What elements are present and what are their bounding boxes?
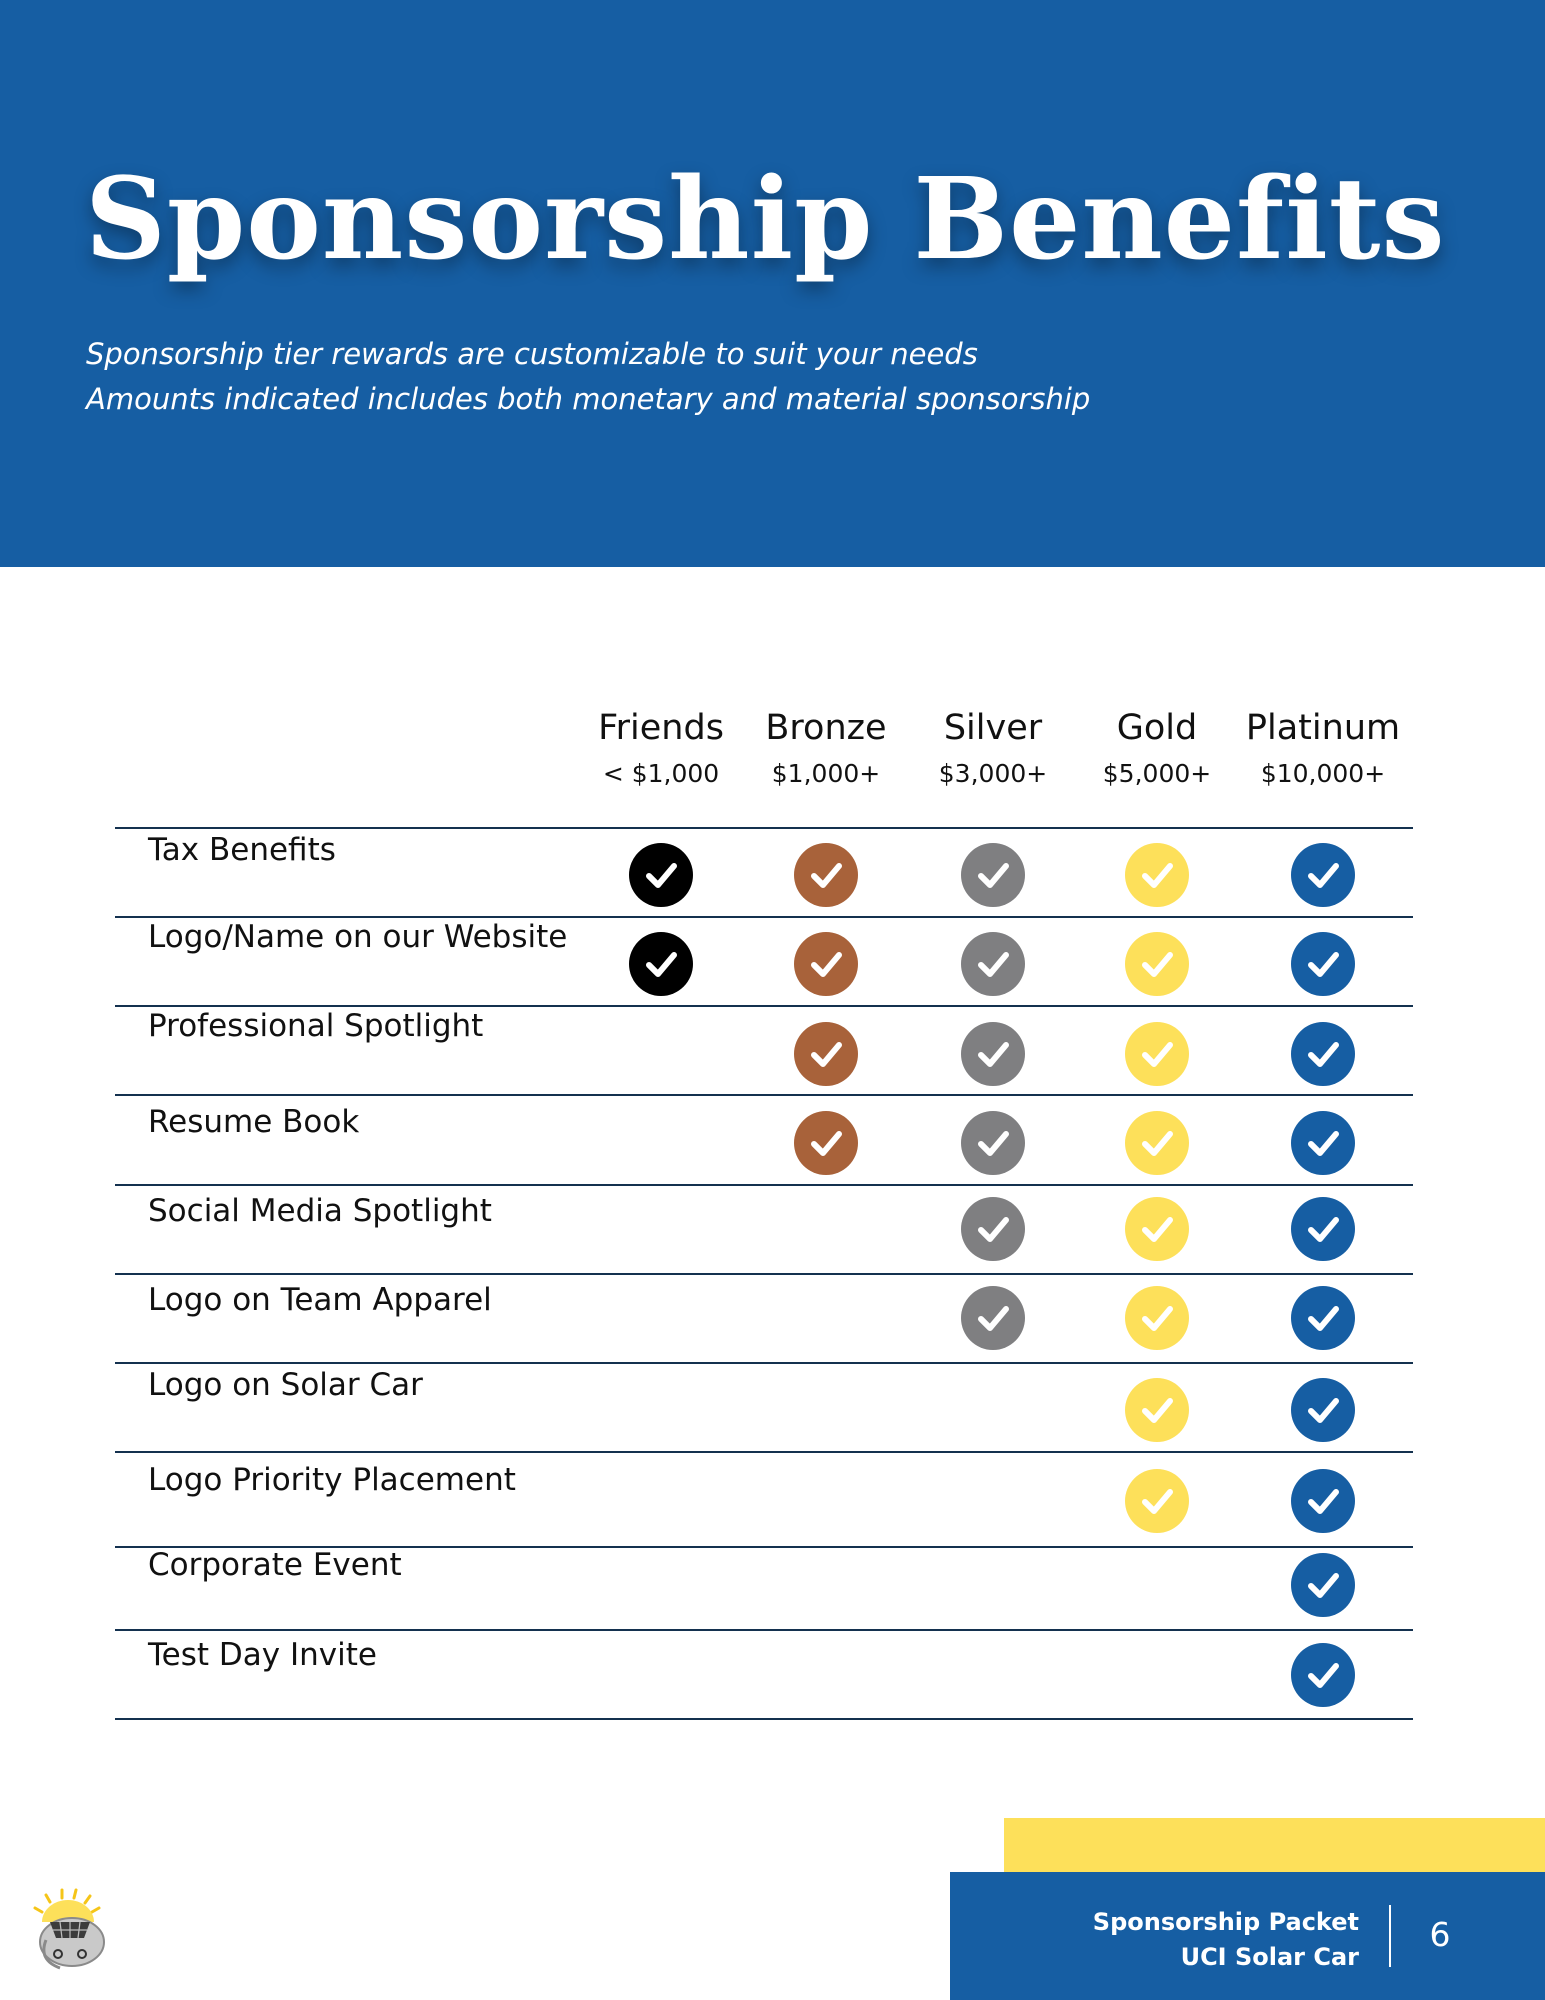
row-divider: [115, 1273, 1413, 1275]
footer-divider: [1389, 1905, 1391, 1967]
check-icon: [1291, 843, 1355, 907]
row-divider: [115, 1546, 1413, 1548]
benefit-label: Professional Spotlight: [148, 1008, 484, 1044]
tier-header-bronze: Bronze $1,000+: [741, 702, 911, 794]
benefit-label: Resume Book: [148, 1104, 360, 1140]
tier-name: Bronze: [765, 708, 887, 748]
subtitle-line-2: Amounts indicated includes both monetary…: [86, 382, 1091, 416]
check-icon: [961, 1022, 1025, 1086]
benefit-label: Logo/Name on our Website: [148, 919, 568, 955]
footer-packet-label: Sponsorship Packet: [1092, 1908, 1359, 1936]
check-icon: [1291, 1197, 1355, 1261]
check-icon: [1291, 1286, 1355, 1350]
check-icon: [961, 843, 1025, 907]
check-icon: [1291, 1111, 1355, 1175]
check-icon: [1125, 932, 1189, 996]
page-number: 6: [1429, 1915, 1451, 1954]
check-icon: [794, 843, 858, 907]
check-icon: [1125, 1022, 1189, 1086]
benefit-label: Logo Priority Placement: [148, 1462, 516, 1498]
check-icon: [1291, 1643, 1355, 1707]
benefit-label: Tax Benefits: [148, 832, 336, 868]
check-icon: [1125, 1378, 1189, 1442]
row-divider: [115, 1094, 1413, 1096]
row-divider: [115, 827, 1413, 829]
tier-name: Silver: [943, 708, 1043, 748]
check-icon: [961, 1111, 1025, 1175]
check-icon: [629, 932, 693, 996]
page-title: Sponsorship Benefits: [85, 154, 1446, 285]
footer-text: Sponsorship Packet UCI Solar Car: [1093, 1905, 1359, 1975]
check-icon: [1291, 1553, 1355, 1617]
row-divider: [115, 1005, 1413, 1007]
row-divider: [115, 1629, 1413, 1631]
tier-amount: $3,000+: [938, 759, 1048, 788]
row-divider: [115, 916, 1413, 918]
uci-solar-car-logo-icon: [20, 1880, 115, 1975]
page-subtitle: Sponsorship tier rewards are customizabl…: [86, 332, 1090, 422]
tier-name: Platinum: [1245, 708, 1401, 748]
check-icon: [1291, 932, 1355, 996]
check-icon: [1291, 1469, 1355, 1533]
check-icon: [1125, 1286, 1189, 1350]
tier-header-gold: Gold $5,000+: [1072, 702, 1242, 794]
row-divider: [115, 1362, 1413, 1364]
check-icon: [629, 843, 693, 907]
check-icon: [794, 932, 858, 996]
tier-amount: $5,000+: [1102, 759, 1212, 788]
tier-header-platinum: Platinum $10,000+: [1238, 702, 1408, 794]
benefit-label: Logo on Solar Car: [148, 1367, 423, 1403]
benefit-label: Test Day Invite: [148, 1637, 377, 1673]
check-icon: [1125, 1197, 1189, 1261]
check-icon: [1125, 1469, 1189, 1533]
check-icon: [961, 1286, 1025, 1350]
check-icon: [1125, 1111, 1189, 1175]
row-divider: [115, 1718, 1413, 1720]
tier-amount: $1,000+: [771, 759, 881, 788]
tier-header-silver: Silver $3,000+: [908, 702, 1078, 794]
tier-name: Friends: [598, 708, 724, 748]
tier-amount: $10,000+: [1260, 759, 1386, 788]
row-divider: [115, 1184, 1413, 1186]
benefit-label: Social Media Spotlight: [148, 1193, 492, 1229]
check-icon: [1291, 1378, 1355, 1442]
row-divider: [115, 1451, 1413, 1453]
check-icon: [794, 1022, 858, 1086]
footer-accent-bar: [1004, 1818, 1545, 1873]
footer-team-label: UCI Solar Car: [1180, 1943, 1359, 1971]
footer-bar: [950, 1872, 1545, 2000]
benefit-label: Logo on Team Apparel: [148, 1282, 492, 1318]
tier-amount: < $1,000: [602, 759, 720, 788]
tier-name: Gold: [1116, 708, 1198, 748]
benefit-label: Corporate Event: [148, 1547, 402, 1583]
check-icon: [961, 1197, 1025, 1261]
tier-header-friends: Friends < $1,000: [576, 702, 746, 794]
check-icon: [1125, 843, 1189, 907]
check-icon: [961, 932, 1025, 996]
header-banner: Sponsorship Benefits Sponsorship tier re…: [0, 0, 1545, 567]
check-icon: [794, 1111, 858, 1175]
check-icon: [1291, 1022, 1355, 1086]
subtitle-line-1: Sponsorship tier rewards are customizabl…: [86, 337, 978, 371]
